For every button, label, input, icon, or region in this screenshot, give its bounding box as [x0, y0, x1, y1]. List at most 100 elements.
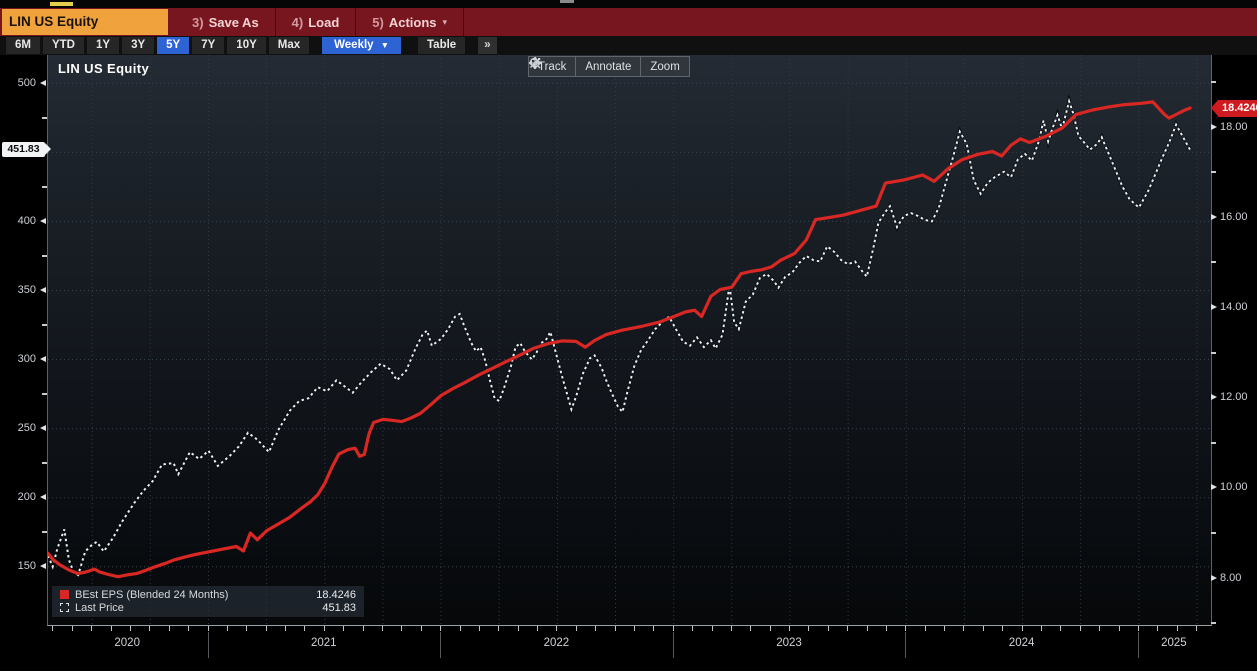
month-tick: [459, 626, 461, 631]
month-tick: [982, 626, 984, 631]
right-axis-tick-label: 18.00: [1220, 120, 1248, 133]
range-tab-bar: 6M YTD 1Y 3Y 5Y 7Y 10Y Max Weekly ▼ Table »: [0, 36, 1257, 55]
tool-zoom-button[interactable]: Zoom: [529, 57, 688, 76]
menu-item-key: 3): [192, 14, 204, 30]
tab-range-ytd[interactable]: YTD: [42, 37, 84, 54]
month-tick: [207, 626, 209, 631]
left-axis-tick-icon: [40, 217, 46, 224]
year-label: 2020: [114, 637, 140, 649]
right-axis-minor-tick: [1211, 261, 1216, 264]
tab-range-6m[interactable]: 6M: [6, 37, 40, 54]
month-tick: [478, 626, 480, 631]
month-tick: [265, 626, 267, 631]
year-separator: [440, 632, 442, 658]
left-axis-tick-icon: [40, 79, 46, 86]
month-tick: [246, 626, 248, 631]
month-tick: [1176, 626, 1178, 631]
tab-range-1y[interactable]: 1Y: [86, 37, 120, 54]
month-tick: [885, 626, 887, 631]
tab-range-max[interactable]: Max: [268, 37, 310, 54]
menu-item-load[interactable]: 4) Load: [276, 8, 356, 36]
tab-range-5y[interactable]: 5Y: [157, 37, 190, 54]
year-separator: [905, 632, 907, 658]
month-tick: [905, 626, 907, 631]
left-axis-tick-label: 250: [17, 422, 36, 435]
month-tick: [1137, 626, 1139, 631]
last-price-line: [48, 97, 1191, 577]
right-axis-tick-icon: [1211, 484, 1217, 491]
month-tick: [750, 626, 752, 631]
tool-annotate-button[interactable]: Annotate: [530, 57, 642, 76]
month-tick: [1157, 626, 1159, 631]
menu-item-save-as[interactable]: 3) Save As: [176, 8, 275, 36]
month-tick: [323, 626, 325, 631]
month-tick: [653, 626, 655, 631]
right-axis-tick-label: 14.00: [1220, 301, 1248, 313]
month-tick: [149, 626, 151, 631]
month-tick: [91, 626, 93, 631]
tab-range-7y[interactable]: 7Y: [192, 37, 225, 54]
tab-range-10y[interactable]: 10Y: [227, 37, 266, 54]
period-dropdown[interactable]: Weekly ▼: [322, 37, 401, 54]
solid-red-swatch-icon: [60, 590, 69, 599]
month-tick: [963, 626, 965, 631]
chart-legend: BEst EPS (Blended 24 Months) 18.4246 Last …: [52, 586, 364, 617]
month-tick: [1118, 626, 1120, 631]
left-axis-tick-label: 350: [17, 284, 36, 296]
menu-item-actions[interactable]: 5) Actions ▾: [356, 8, 463, 36]
chart-title: LIN US Equity: [58, 61, 150, 76]
menu-items: 3) Save As 4) Load 5) Actions ▾: [176, 8, 465, 36]
month-tick: [226, 626, 228, 631]
more-tabs-button[interactable]: »: [478, 37, 497, 54]
year-separator: [1137, 632, 1139, 658]
legend-value: 18.4246: [316, 588, 356, 601]
left-axis-minor-tick: [42, 116, 47, 119]
left-axis-tick-icon: [40, 563, 46, 570]
year-separator: [672, 632, 674, 658]
month-tick: [827, 626, 829, 631]
year-label: 2023: [776, 637, 802, 649]
gridlines: [48, 55, 1211, 625]
right-axis-minor-tick: [1211, 622, 1216, 625]
ticker-input[interactable]: LIN US Equity: [2, 9, 168, 35]
month-tick: [304, 626, 306, 631]
month-tick: [343, 626, 345, 631]
month-tick: [808, 626, 810, 631]
year-separator: [207, 632, 209, 658]
right-axis-tick-icon: [1211, 304, 1217, 310]
chart-canvas: [48, 55, 1211, 625]
month-tick: [711, 626, 713, 631]
month-tick: [847, 626, 849, 631]
window-top-strip: [0, 0, 1257, 8]
menu-item-label: Save As: [208, 14, 259, 30]
tool-label: Track: [538, 60, 567, 73]
tab-range-3y[interactable]: 3Y: [122, 37, 155, 54]
left-axis-tick-label: 500: [17, 76, 36, 89]
plot-area[interactable]: LIN US Equity Track Annotate Zoom BEst EPS…: [47, 55, 1212, 626]
year-label: 2025: [1161, 637, 1187, 649]
right-axis-tick-label: 10.00: [1220, 481, 1248, 494]
chart-toolbar: Track Annotate Zoom: [528, 56, 690, 77]
left-axis-tick-icon: [40, 356, 46, 362]
table-button[interactable]: Table: [418, 37, 466, 54]
legend-row-best-eps-blended-24-months-[interactable]: BEst EPS (Blended 24 Months) 18.4246: [60, 588, 356, 601]
right-axis-tick-icon: [1211, 213, 1217, 220]
menu-separator: [355, 8, 357, 36]
year-label: 2022: [543, 637, 570, 649]
legend-row-last-price[interactable]: Last Price 451.83: [60, 601, 356, 614]
month-tick: [1021, 626, 1023, 631]
month-tick: [556, 626, 558, 631]
month-tick: [614, 626, 616, 631]
month-tick: [672, 626, 674, 631]
right-axis-minor-tick: [1211, 351, 1216, 354]
month-tick: [866, 626, 868, 631]
left-axis-minor-tick: [42, 531, 47, 534]
month-tick: [130, 626, 131, 631]
legend-value: 451.83: [322, 601, 356, 614]
month-tick: [440, 626, 442, 631]
chevron-down-icon: ▾: [442, 16, 448, 27]
menu-item-key: 4): [291, 14, 304, 30]
month-tick: [924, 626, 926, 631]
left-axis-minor-tick: [42, 393, 47, 396]
